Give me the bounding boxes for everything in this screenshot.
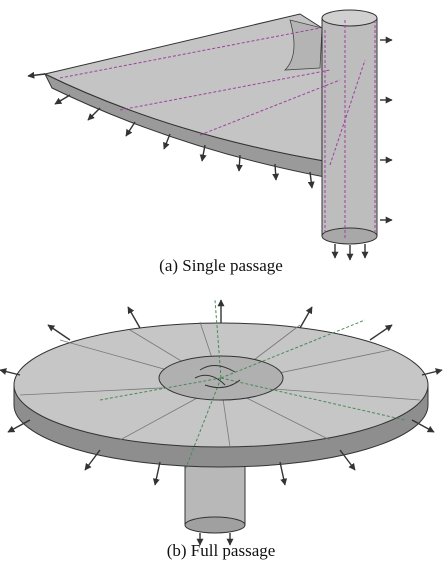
caption: (b) Full passage <box>167 541 276 560</box>
panel-a-drawing <box>28 10 392 260</box>
panel-b-drawing <box>0 300 442 545</box>
figure: (a) Single passage (b) Full passage <box>0 0 443 576</box>
caption: (a) Single passage <box>159 256 283 275</box>
